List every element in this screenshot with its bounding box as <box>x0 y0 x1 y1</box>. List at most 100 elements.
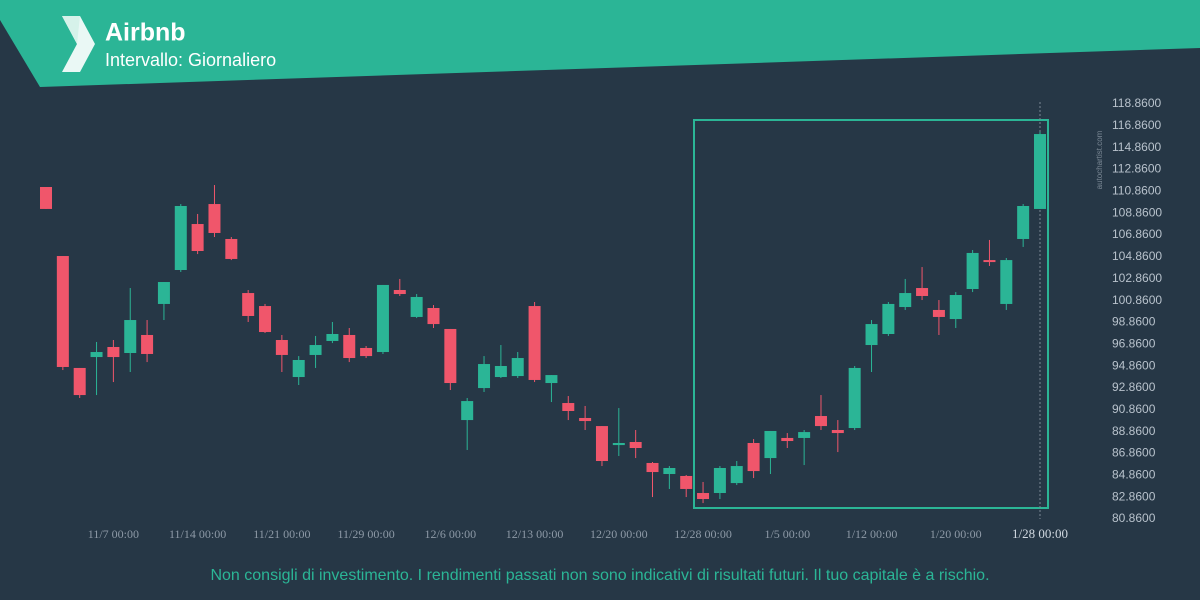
logo-facet <box>62 16 80 44</box>
candle-body <box>478 364 491 389</box>
candle-body <box>461 401 474 421</box>
candle-body <box>292 359 305 378</box>
candle-body <box>916 288 929 296</box>
candle-body <box>730 466 743 484</box>
candle-body <box>814 416 827 427</box>
candle-body <box>882 303 895 334</box>
candle-body <box>410 296 423 317</box>
candle-body <box>326 333 339 341</box>
candle-body <box>309 345 322 355</box>
candle-body <box>393 289 406 295</box>
candle-body <box>376 284 389 353</box>
candle-body <box>579 417 592 422</box>
candle-body <box>40 187 52 209</box>
candle-body <box>932 309 945 317</box>
candle-body <box>629 442 642 449</box>
candle-body <box>680 475 693 489</box>
candle-body <box>141 334 154 354</box>
y-tick-label: 82.8600 <box>1112 489 1156 503</box>
y-tick-label: 106.8600 <box>1112 227 1162 241</box>
candle-body <box>545 375 558 384</box>
candle-body <box>663 467 676 475</box>
candle-body <box>157 282 170 304</box>
candle-body <box>208 204 221 233</box>
x-tick-label: 12/13 00:00 <box>506 527 564 541</box>
y-tick-label: 108.8600 <box>1112 205 1162 219</box>
chart-title: Airbnb <box>105 19 186 47</box>
candle-body <box>124 320 137 353</box>
y-tick-label: 102.8600 <box>1112 271 1162 285</box>
watermark: autochartist.com <box>1095 130 1104 189</box>
pattern-zone <box>693 119 1049 509</box>
candle-body <box>275 340 288 355</box>
y-tick-label: 114.8600 <box>1112 140 1161 154</box>
candle-body <box>697 493 710 500</box>
candle-body <box>764 430 777 459</box>
candle-body <box>713 467 726 494</box>
x-tick-label: 12/20 00:00 <box>590 527 648 541</box>
y-tick-label: 88.8600 <box>1112 424 1156 438</box>
x-tick-label: 1/20 00:00 <box>930 527 982 541</box>
candle-body <box>73 367 86 396</box>
candle-body <box>562 403 575 411</box>
y-tick-label: 98.8600 <box>1112 315 1156 329</box>
candle-body <box>1017 206 1030 239</box>
candle-body <box>831 429 844 434</box>
y-tick-label: 94.8600 <box>1112 358 1156 372</box>
x-tick-label: 1/28 00:00 <box>1012 526 1068 541</box>
candle-body <box>865 324 878 346</box>
x-tick-label: 12/6 00:00 <box>425 527 477 541</box>
x-tick-label: 11/14 00:00 <box>169 527 226 541</box>
candle-body <box>259 306 272 333</box>
candle-body <box>646 462 659 473</box>
candle-body <box>747 442 760 472</box>
candle-body <box>427 308 440 325</box>
candle-body <box>107 346 120 358</box>
candle-body <box>528 306 541 380</box>
y-tick-label: 84.8600 <box>1112 467 1156 481</box>
x-tick-label: 1/12 00:00 <box>846 527 898 541</box>
y-tick-label: 80.8600 <box>1112 511 1156 525</box>
x-tick-label: 11/7 00:00 <box>88 527 139 541</box>
candle-body <box>966 252 979 290</box>
candle-body <box>191 224 204 251</box>
candle-body <box>848 367 861 429</box>
candle-body <box>1034 134 1046 209</box>
y-tick-label: 90.8600 <box>1112 402 1156 416</box>
candle-body <box>983 260 996 263</box>
x-tick-label: 11/29 00:00 <box>337 527 394 541</box>
candle-body <box>90 352 103 358</box>
candle-body <box>949 295 962 320</box>
y-tick-label: 110.8600 <box>1112 184 1161 198</box>
y-tick-label: 104.8600 <box>1112 249 1162 263</box>
candle-body <box>612 442 625 446</box>
disclaimer: Non consigli di investimento. I rendimen… <box>210 567 989 584</box>
x-tick-label: 11/21 00:00 <box>253 527 310 541</box>
candle-body <box>56 256 69 367</box>
candle-body <box>798 432 811 438</box>
candle-body <box>444 328 457 384</box>
candle-body <box>494 365 507 378</box>
y-tick-label: 112.8600 <box>1112 162 1161 176</box>
candle-body <box>781 437 794 442</box>
candle-body <box>511 358 524 377</box>
candle-body <box>343 334 356 359</box>
candle-body <box>899 293 912 308</box>
candle-body <box>174 206 187 270</box>
x-tick-label: 12/28 00:00 <box>674 527 732 541</box>
chart-subtitle: Intervallo: Giornaliero <box>105 50 276 70</box>
y-tick-label: 86.8600 <box>1112 446 1156 460</box>
candle-body <box>360 347 373 357</box>
x-tick-label: 1/5 00:00 <box>764 527 810 541</box>
candle-body <box>1000 260 1013 304</box>
candle-body <box>225 238 238 259</box>
y-tick-label: 92.8600 <box>1112 380 1156 394</box>
y-tick-label: 118.8600 <box>1112 96 1161 110</box>
y-tick-label: 96.8600 <box>1112 336 1156 350</box>
candle-body <box>242 293 255 316</box>
candle-body <box>595 426 608 462</box>
y-tick-label: 100.8600 <box>1112 293 1162 307</box>
